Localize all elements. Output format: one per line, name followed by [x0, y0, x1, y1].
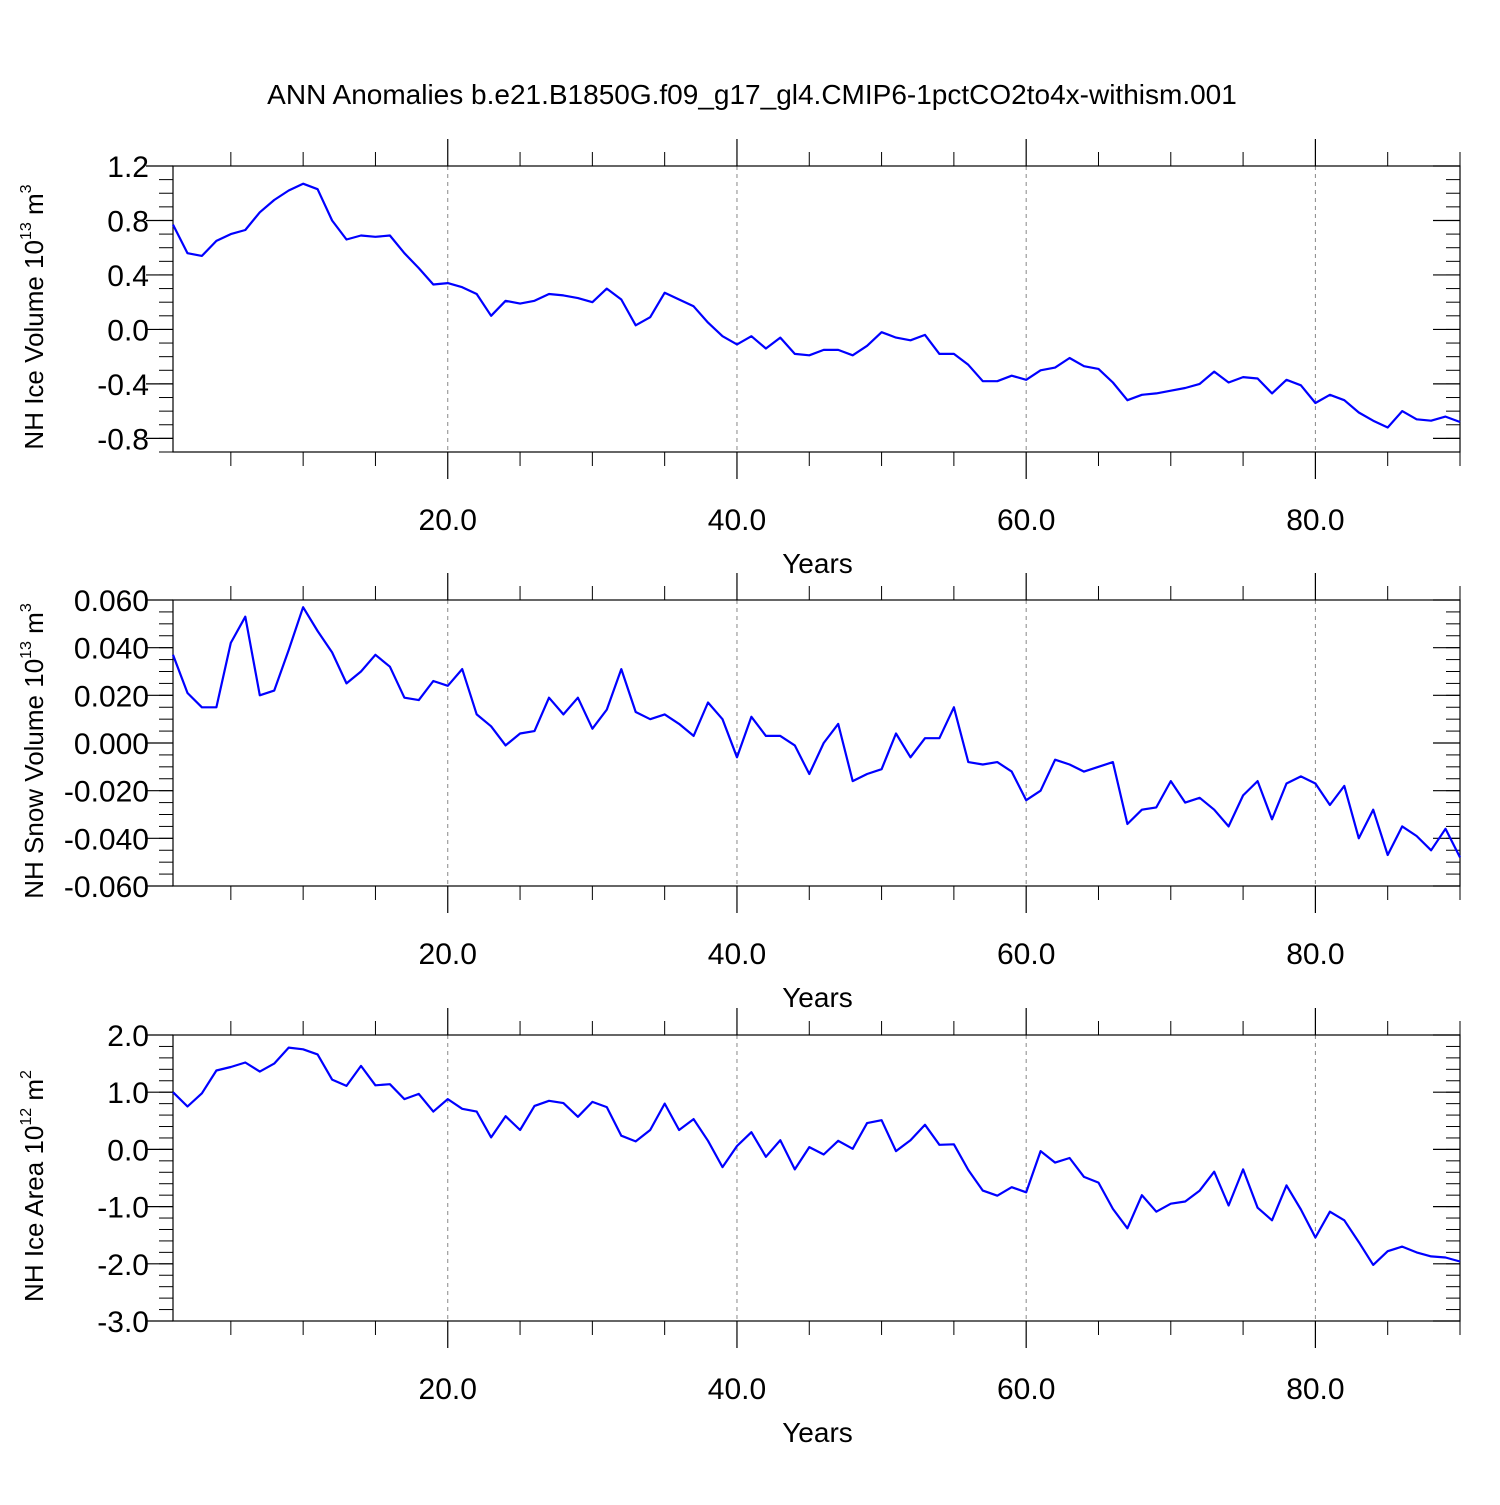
panel-1: 20.0 40.0 60.0 80.0 1.2 0.8 0.4 0.0 -0.4 -0.8 Year… — [18, 139, 1461, 579]
y-tick-label: -0.040 — [64, 823, 149, 856]
y-tick-label: 0.000 — [74, 728, 149, 761]
x-tick-label: 40.0 — [708, 504, 766, 537]
x-tick-label: 20.0 — [419, 938, 477, 971]
x-axis-label: Years — [782, 548, 853, 579]
x-tick-label: 80.0 — [1286, 938, 1344, 971]
series-line — [172, 182, 1461, 429]
plot-frame — [172, 165, 1461, 453]
series-line — [172, 1046, 1461, 1267]
panel-3: 20.0 40.0 60.0 80.0 2.0 1.0 0.0 -1.0 -2.0 -3.0 Yea… — [18, 1008, 1461, 1448]
y-tick-label: 0.0 — [107, 314, 149, 347]
y-tick-label: -3.0 — [97, 1306, 149, 1339]
x-axis-label: Years — [782, 982, 853, 1013]
y-axis-label-text: m — [19, 1079, 49, 1108]
y-tick-label: -1.0 — [97, 1192, 149, 1225]
y-tick-label: 0.060 — [74, 585, 149, 618]
x-tick-label: 20.0 — [419, 504, 477, 537]
y-axis-label-text: NH Ice Volume 10 — [19, 240, 49, 450]
x-tick-label: 40.0 — [708, 938, 766, 971]
y-tick-label: 1.2 — [107, 151, 149, 184]
y-axis-label: NH Ice Volume 1013 m3 — [18, 184, 49, 449]
x-axis-label: Years — [782, 1417, 853, 1448]
y-axis-label-superscript: 13 — [18, 222, 35, 240]
x-tick-label: 60.0 — [997, 1373, 1055, 1406]
y-axis-label-superscript: 13 — [18, 641, 35, 659]
y-axis-label: NH Ice Area 1012 m2 — [18, 1070, 49, 1302]
panel-2: 20.0 40.0 60.0 80.0 0.060 0.040 0.020 0.000 -0.0… — [18, 573, 1461, 1013]
x-tick-label: 40.0 — [708, 1373, 766, 1406]
panels: 20.0 40.0 60.0 80.01.20.80.40.0-0.4-0.8Year… — [18, 139, 1461, 1448]
series-line — [171, 606, 1461, 858]
y-tick-label: 0.4 — [107, 260, 149, 293]
y-tick-label: 0.040 — [74, 633, 149, 666]
y-axis-label-text: m — [19, 612, 49, 641]
y-tick-label: -2.0 — [97, 1249, 149, 1282]
y-axis-label-text: NH Ice Area 10 — [19, 1126, 49, 1302]
y-tick-label: 0.0 — [107, 1134, 149, 1167]
y-axis-label-text: NH Snow Volume 10 — [19, 659, 49, 899]
y-tick-label: -0.060 — [64, 871, 149, 904]
y-tick-label: 0.8 — [107, 205, 149, 238]
y-axis-label-text: m — [19, 193, 49, 222]
y-axis-label-superscript: 3 — [18, 184, 35, 193]
y-tick-label: -0.4 — [97, 369, 149, 402]
y-tick-label: -0.020 — [64, 776, 149, 809]
y-axis-label: NH Snow Volume 1013 m3 — [18, 603, 49, 899]
x-tick-label: 20.0 — [419, 1373, 477, 1406]
y-tick-label: 2.0 — [107, 1020, 149, 1053]
y-axis-label-superscript: 12 — [18, 1108, 35, 1126]
plot-frame — [172, 599, 1461, 887]
x-tick-label: 80.0 — [1286, 1373, 1344, 1406]
y-axis-label-superscript: 3 — [18, 603, 35, 612]
plot-frame — [172, 1034, 1461, 1322]
y-axis-label-superscript: 2 — [18, 1070, 35, 1079]
x-tick-label: 60.0 — [997, 504, 1055, 537]
x-tick-label: 60.0 — [997, 938, 1055, 971]
y-tick-label: 1.0 — [107, 1077, 149, 1110]
y-tick-label: 0.020 — [74, 680, 149, 713]
x-tick-label: 80.0 — [1286, 504, 1344, 537]
figure-title: ANN Anomalies b.e21.B1850G.f09_g17_gl4.C… — [267, 79, 1237, 110]
y-tick-label: -0.8 — [97, 423, 149, 456]
